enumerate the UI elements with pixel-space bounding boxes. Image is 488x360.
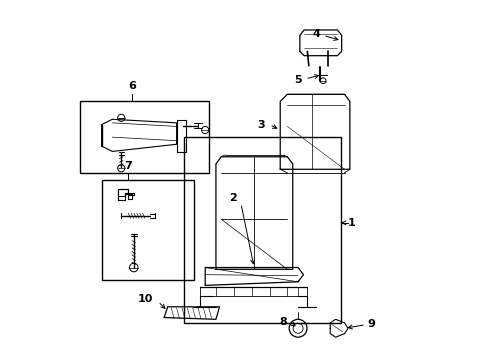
Text: 3: 3 (257, 120, 264, 130)
Bar (102, 180, 194, 280)
Text: 2: 2 (229, 193, 237, 203)
Text: 7: 7 (124, 161, 132, 171)
Text: 5: 5 (293, 75, 301, 85)
Bar (80, 102, 208, 173)
Bar (183, 137, 340, 323)
Text: 4: 4 (312, 29, 320, 39)
Text: 6: 6 (128, 81, 136, 91)
Text: 1: 1 (346, 218, 354, 228)
Text: 10: 10 (138, 294, 153, 303)
Text: 9: 9 (367, 319, 375, 329)
Text: 8: 8 (279, 317, 287, 327)
